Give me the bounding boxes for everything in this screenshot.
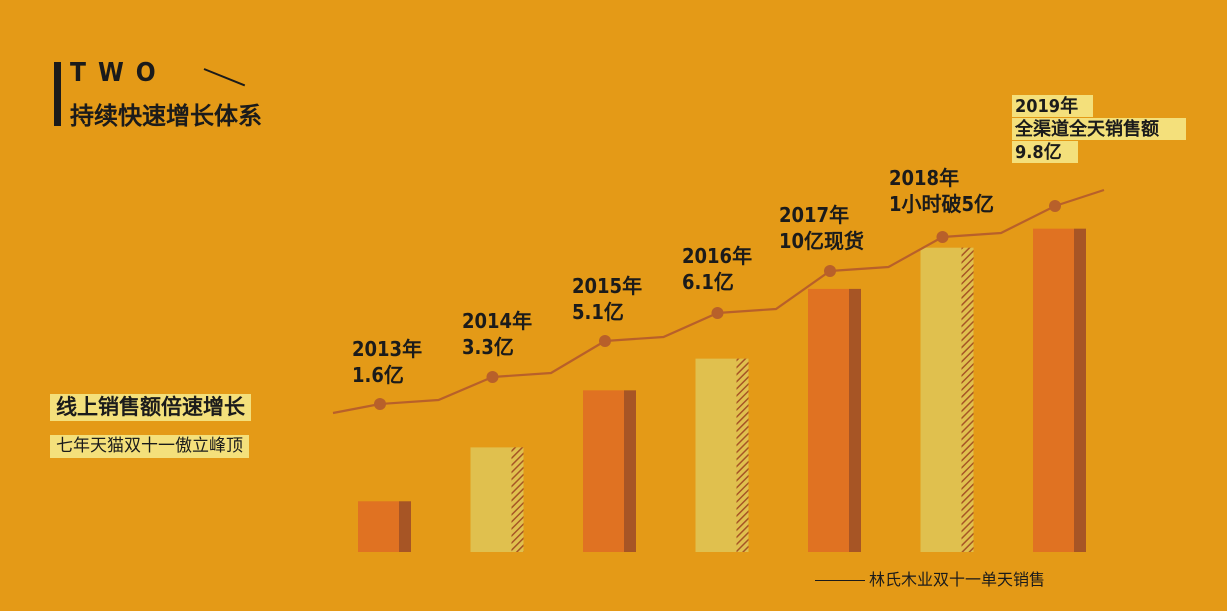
bar-side: [1074, 228, 1086, 552]
annotation-line: 2017年: [779, 203, 849, 227]
bar-side: [849, 288, 861, 552]
bar-4: [695, 358, 749, 552]
annotation-line: 9.8亿: [1015, 141, 1062, 163]
bar-face: [1033, 228, 1074, 552]
annotation-line: 10亿现货: [779, 229, 864, 253]
section-title: 持续快速增长体系: [70, 102, 262, 130]
annotation-line: 1.6亿: [352, 363, 404, 387]
bar-1: [358, 501, 411, 552]
annotation-line: 5.1亿: [572, 300, 624, 324]
bar-side: [511, 447, 524, 552]
tagline-primary: 线上销售额倍速增长: [50, 391, 251, 421]
annotation-line: 全渠道全天销售额: [1014, 118, 1159, 140]
bar-face: [583, 390, 624, 552]
trend-marker-2: [486, 371, 499, 383]
annotation-highlight: [1012, 95, 1093, 117]
bar-face: [808, 288, 849, 552]
annotation-line: 6.1亿: [682, 270, 734, 294]
bar-side: [961, 247, 974, 552]
bar-3: [583, 390, 636, 552]
legend-label: 林氏木业双十一单天销售: [869, 570, 1046, 589]
annotation-highlight: [1012, 141, 1078, 163]
bar-side: [624, 390, 636, 552]
bar-side: [399, 501, 411, 552]
annotation-highlight: [1012, 118, 1186, 140]
legend-line-icon: [815, 580, 865, 581]
trend-marker-6: [936, 231, 949, 243]
annotation-line: 2018年: [889, 166, 959, 190]
annotation-line: 3.3亿: [462, 335, 514, 359]
tagline-secondary: 七年天猫双十一傲立峰顶: [50, 431, 249, 458]
annotation-line: 2014年: [462, 309, 532, 333]
trend-marker-7: [1049, 200, 1061, 212]
trend-marker-5: [824, 265, 836, 277]
chart-legend: 林氏木业双十一单天销售: [815, 566, 1045, 590]
annotation-line: 2015年: [572, 274, 642, 298]
annotation-line: 2019年: [1015, 95, 1078, 117]
trend-marker-4: [711, 307, 724, 319]
annotation-line: 2013年: [352, 337, 422, 361]
bar-2: [470, 447, 524, 552]
annotation-line: 1小时破5亿: [889, 192, 994, 216]
bar-face: [358, 501, 399, 552]
bar-7: [1033, 228, 1086, 552]
bar-side: [736, 358, 749, 552]
bar-face: [695, 358, 737, 552]
bar-5: [808, 288, 861, 552]
trend-marker-1: [374, 398, 386, 410]
section-number: TWO: [70, 58, 168, 88]
header-accent-bar: [54, 62, 61, 126]
annotation-line: 2016年: [682, 244, 752, 268]
bars-layer: [358, 228, 1086, 552]
bar-6: [920, 247, 974, 552]
trend-line-layer: [332, 188, 1105, 415]
bar-face: [920, 247, 962, 552]
trend-marker-3: [599, 335, 611, 347]
bar-face: [470, 447, 512, 552]
